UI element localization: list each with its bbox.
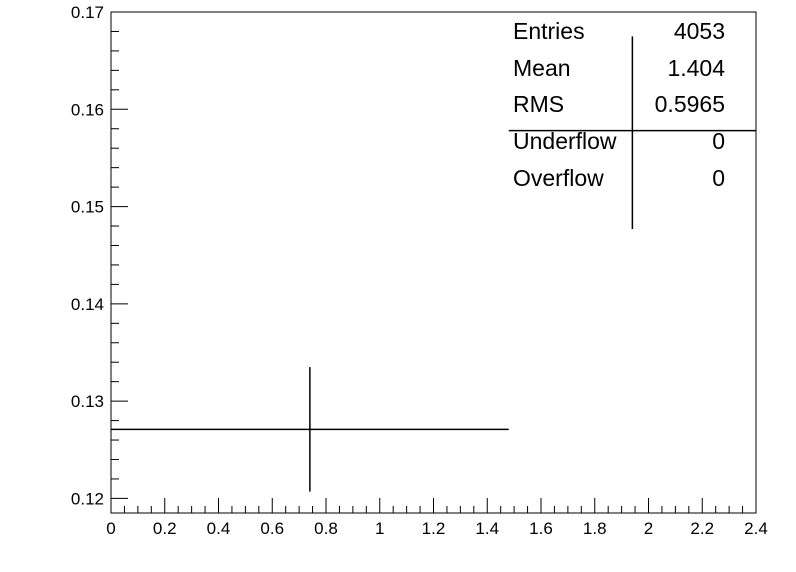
y-tick-label: 0.12 <box>71 489 104 508</box>
axis-ticks <box>110 11 757 514</box>
stats-label-overflow: Overflow <box>513 165 604 191</box>
stats-label-entries: Entries <box>513 18 585 44</box>
stats-value-rms: 0.5965 <box>655 91 725 117</box>
stats-label-mean: Mean <box>513 55 571 81</box>
data-points <box>111 36 756 492</box>
x-tick-label: 0.6 <box>260 519 284 538</box>
stats-box: Entries 4053 Mean 1.404 RMS 0.5965 Underflow 0 O… <box>513 18 725 191</box>
y-tick-label: 0.15 <box>71 198 104 217</box>
x-tick-label: 2.4 <box>744 519 768 538</box>
x-tick-label: 0.2 <box>153 519 177 538</box>
axis-tick-labels: 0 0.2 0.4 0.6 0.8 1 1.2 1.4 1.6 1.8 2 2.2 2.4 0.12 0.1… <box>71 3 768 538</box>
x-tick-label: 1.2 <box>422 519 446 538</box>
stats-value-overflow: 0 <box>712 165 725 191</box>
x-tick-label: 0.4 <box>207 519 231 538</box>
data-point-1 <box>111 367 509 492</box>
x-tick-label: 0.8 <box>314 519 338 538</box>
y-tick-label: 0.17 <box>71 3 104 22</box>
x-tick-label: 1.6 <box>529 519 553 538</box>
stats-label-underflow: Underflow <box>513 128 617 154</box>
x-tick-label: 1.4 <box>475 519 499 538</box>
y-tick-label: 0.14 <box>71 295 104 314</box>
stats-value-underflow: 0 <box>712 128 725 154</box>
x-tick-label: 1 <box>375 519 384 538</box>
x-tick-label: 1.8 <box>583 519 607 538</box>
frame <box>110 11 757 514</box>
data-point-2 <box>508 36 756 229</box>
stats-label-rms: RMS <box>513 91 564 117</box>
y-tick-label: 0.13 <box>71 392 104 411</box>
stats-value-mean: 1.404 <box>667 55 725 81</box>
x-tick-label: 2 <box>644 519 653 538</box>
x-tick-label: 2.2 <box>690 519 714 538</box>
x-tick-label: 0 <box>106 519 115 538</box>
y-tick-label: 0.16 <box>71 100 104 119</box>
stats-value-entries: 4053 <box>674 18 725 44</box>
